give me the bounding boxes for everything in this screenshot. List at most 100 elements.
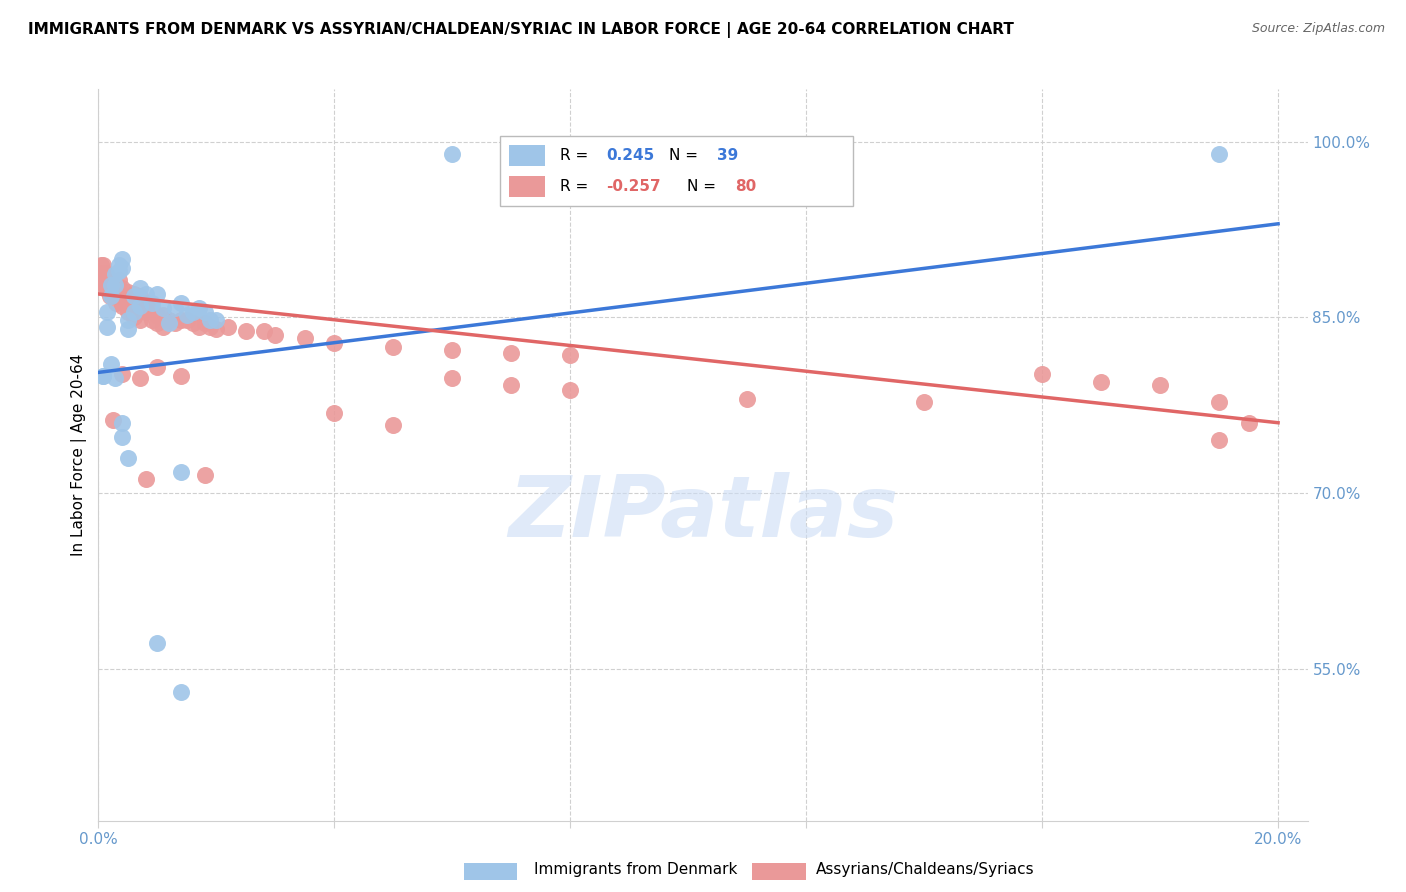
Point bbox=[100, 357, 122, 371]
Point bbox=[205, 312, 228, 326]
Point bbox=[111, 299, 134, 313]
Point bbox=[181, 316, 204, 330]
Point bbox=[94, 277, 117, 292]
Point bbox=[117, 285, 139, 299]
FancyBboxPatch shape bbox=[499, 136, 853, 206]
Point bbox=[1031, 367, 1053, 381]
Point bbox=[98, 289, 121, 303]
Point bbox=[96, 269, 118, 284]
Text: Source: ZipAtlas.com: Source: ZipAtlas.com bbox=[1251, 22, 1385, 36]
Point bbox=[111, 281, 134, 295]
Point bbox=[157, 316, 180, 330]
Point bbox=[135, 472, 157, 486]
Point bbox=[94, 266, 117, 280]
Point bbox=[146, 287, 169, 301]
Point bbox=[93, 273, 115, 287]
Point bbox=[382, 418, 405, 433]
Point bbox=[135, 287, 157, 301]
Point bbox=[135, 304, 157, 318]
Point bbox=[93, 281, 115, 295]
Point bbox=[323, 336, 346, 351]
Point bbox=[294, 331, 316, 345]
Point bbox=[104, 267, 127, 281]
Point bbox=[98, 273, 121, 287]
Point bbox=[128, 281, 150, 295]
Bar bbox=[509, 177, 546, 197]
Point bbox=[1208, 394, 1230, 409]
Point bbox=[146, 316, 169, 330]
Point bbox=[101, 413, 124, 427]
Text: IMMIGRANTS FROM DENMARK VS ASSYRIAN/CHALDEAN/SYRIAC IN LABOR FORCE | AGE 20-64 C: IMMIGRANTS FROM DENMARK VS ASSYRIAN/CHAL… bbox=[28, 22, 1014, 38]
Point bbox=[200, 312, 222, 326]
Text: Immigrants from Denmark: Immigrants from Denmark bbox=[534, 863, 738, 877]
Point bbox=[135, 296, 157, 310]
Point bbox=[108, 285, 131, 299]
Point bbox=[152, 319, 174, 334]
Point bbox=[187, 319, 209, 334]
Point bbox=[170, 296, 193, 310]
Point bbox=[170, 312, 193, 326]
Point bbox=[91, 258, 114, 272]
Point bbox=[96, 304, 118, 318]
Point bbox=[1149, 378, 1171, 392]
Y-axis label: In Labor Force | Age 20-64: In Labor Force | Age 20-64 bbox=[72, 354, 87, 556]
Point bbox=[141, 312, 163, 326]
Point bbox=[152, 301, 174, 315]
Point bbox=[194, 304, 217, 318]
Point bbox=[170, 368, 193, 383]
Point bbox=[108, 263, 131, 277]
Point bbox=[122, 310, 145, 325]
Point bbox=[165, 316, 187, 330]
Point bbox=[105, 277, 128, 292]
Text: -0.257: -0.257 bbox=[606, 179, 661, 194]
Point bbox=[194, 316, 217, 330]
Point bbox=[90, 273, 112, 287]
Point bbox=[98, 281, 121, 295]
Point bbox=[1208, 434, 1230, 448]
Point bbox=[441, 343, 464, 358]
Text: 0.245: 0.245 bbox=[606, 148, 654, 163]
Point bbox=[170, 685, 193, 699]
Point bbox=[165, 301, 187, 315]
Point bbox=[1208, 146, 1230, 161]
Point bbox=[205, 322, 228, 336]
Point bbox=[200, 319, 222, 334]
Point bbox=[146, 636, 169, 650]
Point bbox=[91, 368, 114, 383]
Point bbox=[152, 308, 174, 322]
Point bbox=[128, 289, 150, 303]
Point bbox=[111, 430, 134, 444]
Point bbox=[194, 468, 217, 483]
Point bbox=[117, 312, 139, 326]
Point bbox=[735, 392, 758, 407]
Text: R =: R = bbox=[560, 148, 598, 163]
Point bbox=[117, 304, 139, 318]
Point bbox=[104, 277, 127, 292]
Point bbox=[108, 258, 131, 272]
Text: 39: 39 bbox=[717, 148, 738, 163]
Text: N =: N = bbox=[669, 148, 703, 163]
Point bbox=[111, 252, 134, 266]
Point bbox=[111, 367, 134, 381]
Point bbox=[176, 312, 198, 326]
Point bbox=[122, 296, 145, 310]
Point bbox=[93, 266, 115, 280]
Text: Assyrians/Chaldeans/Syriacs: Assyrians/Chaldeans/Syriacs bbox=[815, 863, 1033, 877]
Point bbox=[122, 304, 145, 318]
Point bbox=[91, 273, 114, 287]
Point bbox=[1090, 375, 1112, 389]
Point bbox=[170, 465, 193, 479]
Point bbox=[104, 371, 127, 385]
Point bbox=[128, 312, 150, 326]
Point bbox=[128, 371, 150, 385]
Point bbox=[111, 289, 134, 303]
Point bbox=[560, 348, 582, 362]
Point bbox=[101, 277, 124, 292]
Text: 80: 80 bbox=[735, 179, 756, 194]
Point bbox=[100, 277, 122, 292]
Point bbox=[323, 406, 346, 420]
Point bbox=[217, 319, 239, 334]
Point bbox=[96, 319, 118, 334]
Point bbox=[141, 296, 163, 310]
Point bbox=[176, 308, 198, 322]
